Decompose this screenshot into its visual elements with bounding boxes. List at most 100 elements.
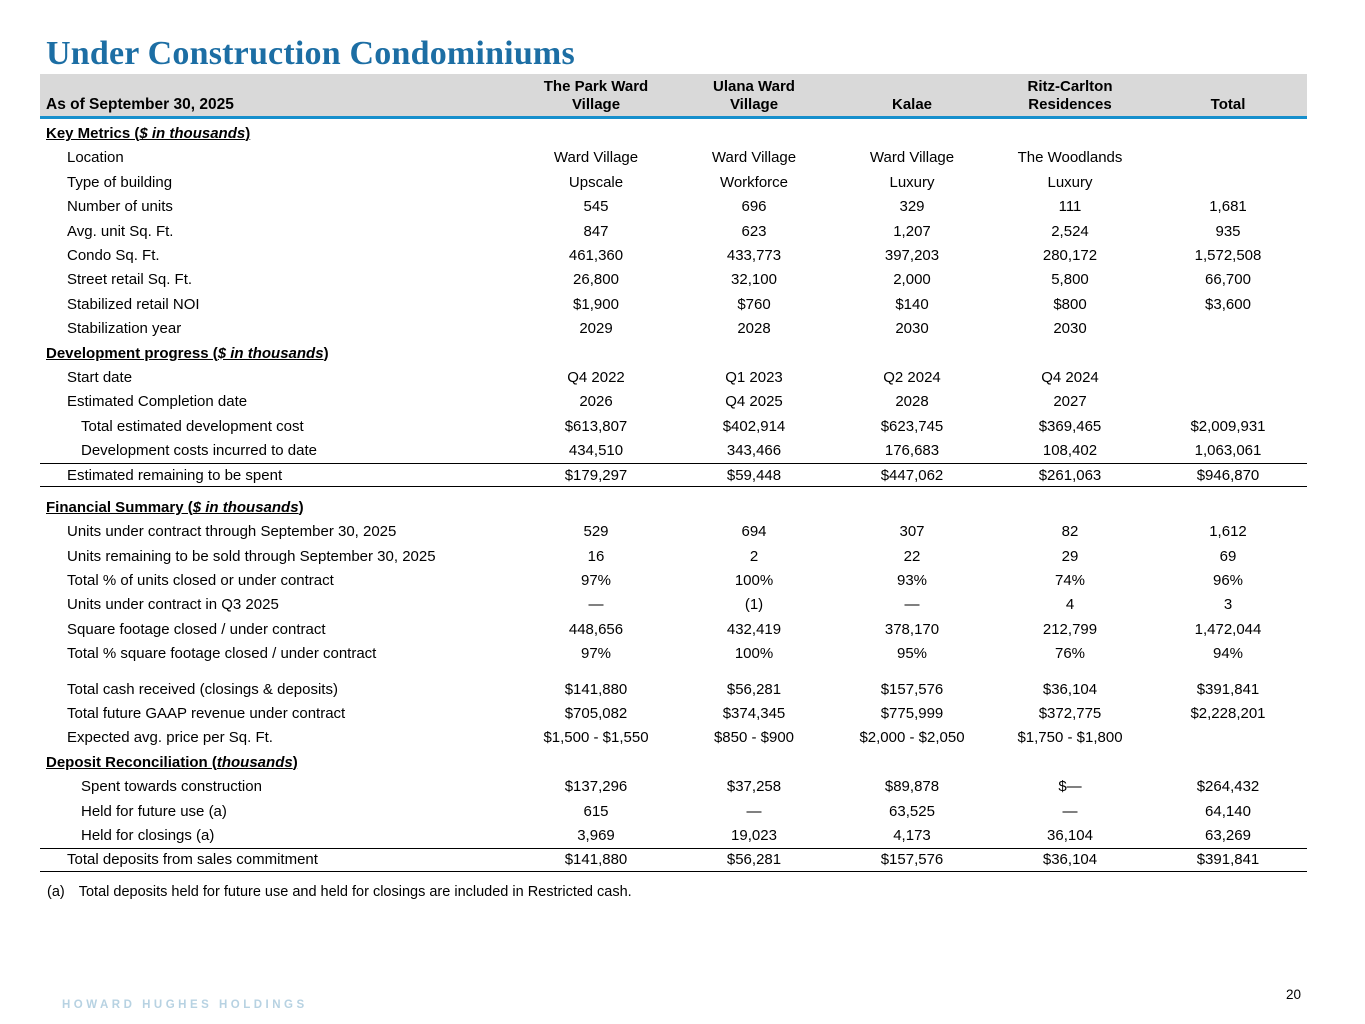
row-label: Units under contract in Q3 2025 [67, 596, 279, 614]
cell-value: $137,296 [564, 778, 628, 796]
table-row: Development costs incurred to date 434,51… [40, 438, 1307, 462]
cell-value: Ward Village [553, 149, 639, 167]
table-row: Spent towards construction $137,296 $37,25… [40, 775, 1307, 799]
cell-value: 29 [1061, 547, 1079, 565]
row-label: Spent towards construction [81, 778, 262, 796]
section-label: Key Metrics ($ in thousands) [46, 125, 251, 143]
cell-value: 615 [583, 802, 609, 820]
cell-value: 2028 [737, 320, 771, 338]
table-row: Total future GAAP revenue under contract… [40, 701, 1307, 725]
table-row: Total deposits from sales commitment $141… [40, 847, 1307, 873]
brand-logo: HOWARD HUGHES HOLDINGS [62, 999, 308, 1011]
cell-value: 1,207 [893, 222, 931, 240]
cell-value: 1,612 [1209, 523, 1247, 541]
cell-value: Luxury [1047, 173, 1093, 191]
cell-value: 329 [899, 198, 925, 216]
cell-value: $36,104 [1042, 851, 1098, 869]
cell-value: 2 [749, 547, 759, 565]
table-row: Expected avg. price per Sq. Ft. $1,500 - … [40, 726, 1307, 750]
table-header-date-label: As of September 30, 2025 [46, 95, 234, 113]
row-label: Held for closings (a) [81, 827, 215, 844]
cell-value: $140 [895, 295, 929, 313]
cell-value: Luxury [889, 173, 935, 191]
cell-value: $3,600 [1205, 295, 1251, 313]
cell-value: 82 [1061, 523, 1079, 541]
cell-value: 96% [1212, 572, 1244, 590]
cell-value: — [746, 802, 762, 820]
cell-value: $264,432 [1196, 778, 1260, 796]
cell-value: 64,140 [1205, 802, 1251, 820]
cell-value: 97% [580, 572, 612, 590]
cell-value: 1,472,044 [1194, 620, 1262, 638]
row-label: Estimated remaining to be spent [67, 466, 283, 484]
row-label: Held for future use (a) [81, 802, 227, 820]
cell-value: 2029 [579, 320, 613, 338]
row-spacer [40, 666, 1307, 677]
cell-value: $850 - $900 [713, 729, 795, 747]
cell-value: 74% [1054, 572, 1086, 590]
cell-value: 545 [583, 198, 609, 216]
cell-value: 529 [583, 523, 609, 541]
row-spacer [40, 487, 1307, 495]
cell-value: 448,656 [568, 620, 624, 638]
cell-value: 69 [1219, 547, 1237, 565]
table-row: Start date Q4 2022 Q1 2023 Q2 2024 Q4 2024 [40, 365, 1307, 389]
cell-value: $56,281 [726, 851, 782, 869]
column-header: Total [1210, 95, 1246, 113]
table-row: Estimated remaining to be spent $179,297 $… [40, 462, 1307, 488]
cell-value: 100% [734, 645, 774, 663]
footnote-marker: (a) [47, 884, 65, 900]
row-label: Total estimated development cost [81, 417, 304, 435]
row-label: Stabilized retail NOI [67, 295, 200, 313]
row-label: Square footage closed / under contract [67, 620, 326, 638]
cell-value: 176,683 [884, 442, 940, 460]
cell-value: $1,500 - $1,550 [543, 729, 649, 747]
table-row: Location Ward Village Ward Village Ward Vil… [40, 146, 1307, 170]
cell-value: 307 [899, 523, 925, 541]
cell-value: 935 [1215, 222, 1241, 240]
cell-value: $800 [1053, 295, 1087, 313]
section-label: Development progress ($ in thousands) [46, 344, 329, 362]
row-label: Total % square footage closed / under co… [67, 645, 377, 663]
cell-value: $775,999 [880, 705, 944, 723]
table-row: Units under contract through September 3… [40, 520, 1307, 544]
cell-value: 1,681 [1209, 198, 1247, 216]
cell-value: $391,841 [1196, 851, 1260, 869]
row-label: Stabilization year [67, 320, 182, 338]
cell-value: 694 [741, 523, 767, 541]
cell-value: 100% [734, 572, 774, 590]
cell-value: 623 [741, 222, 767, 240]
cell-value: 76% [1054, 645, 1086, 663]
cell-value: — [904, 596, 920, 614]
footnote: (a) Total deposits held for future use an… [47, 884, 632, 900]
cell-value: 108,402 [1042, 442, 1098, 460]
cell-value: 847 [583, 222, 609, 240]
cell-value: 1,572,508 [1194, 247, 1262, 265]
cell-value: $37,258 [726, 778, 782, 796]
table-row: Stabilized retail NOI $1,900 $760 $140 $800 $… [40, 292, 1307, 316]
cell-value: 94% [1212, 645, 1244, 663]
cell-value: Ward Village [869, 149, 955, 167]
cell-value: 16 [587, 547, 605, 565]
table-header: As of September 30, 2025 The Park Ward V… [40, 74, 1307, 120]
cell-value: 343,466 [726, 442, 782, 460]
column-header: Kalae [891, 95, 933, 113]
row-label: Location [67, 149, 124, 167]
column-header: Ritz-Carlton Residences [1027, 78, 1113, 113]
cell-value: 3,969 [577, 827, 615, 844]
cell-value: 36,104 [1047, 827, 1093, 844]
cell-value: $179,297 [564, 466, 628, 484]
section-row: Development progress ($ in thousands) [40, 341, 1307, 365]
table-row: Square footage closed / under contract 44… [40, 617, 1307, 641]
cell-value: $141,880 [564, 851, 628, 869]
cell-value: 111 [1058, 198, 1082, 216]
cell-value: 63,525 [889, 802, 935, 820]
cell-value: 378,170 [884, 620, 940, 638]
cell-value: 433,773 [726, 247, 782, 265]
cell-value: 432,419 [726, 620, 782, 638]
cell-value: 66,700 [1205, 271, 1251, 289]
cell-value: $157,576 [880, 680, 944, 698]
cell-value: $— [1058, 778, 1082, 796]
cell-value: $261,063 [1038, 466, 1102, 484]
cell-value: 696 [741, 198, 767, 216]
